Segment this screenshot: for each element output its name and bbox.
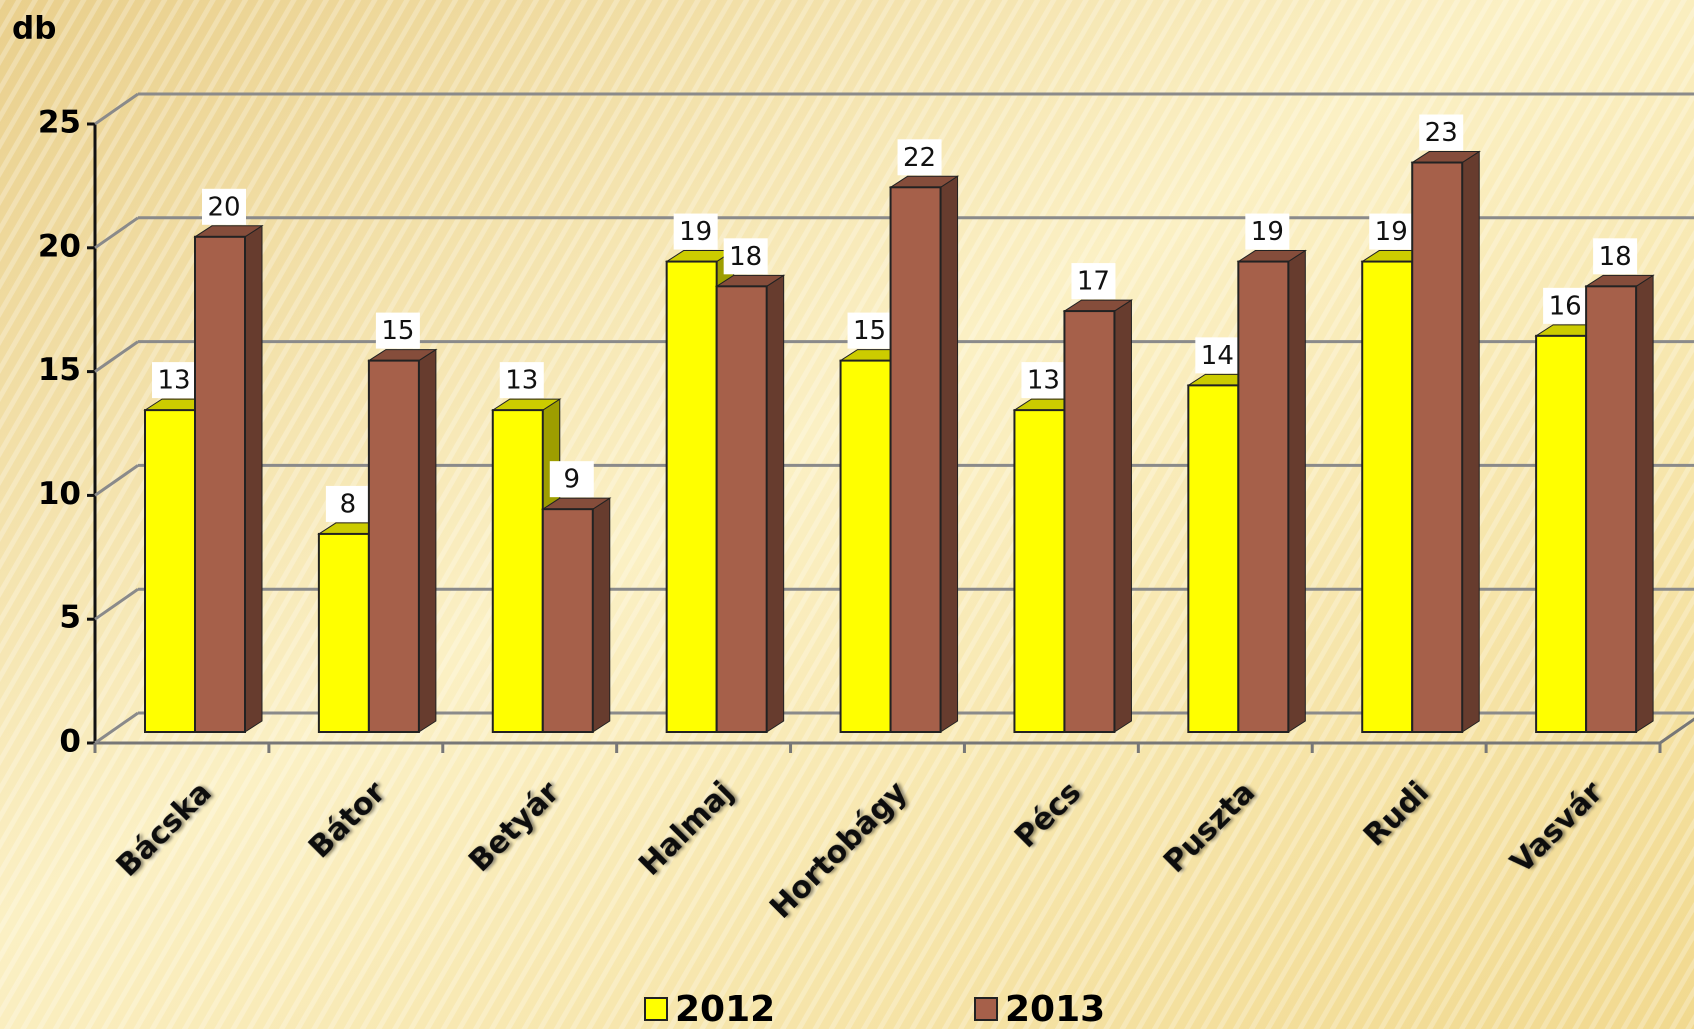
bar: [665, 260, 718, 733]
bar-side: [418, 348, 437, 733]
value-label-box: [325, 485, 370, 522]
grid-line-side: [94, 587, 139, 621]
bar: [491, 409, 544, 733]
legend-label: 2012: [675, 989, 775, 1029]
value-label: 18: [1599, 242, 1632, 272]
bar: [1361, 260, 1414, 733]
value-label-box: [673, 213, 718, 250]
bar-side: [1287, 249, 1306, 733]
bar-side: [244, 224, 263, 733]
value-label: 14: [1201, 341, 1234, 371]
value-label: 16: [1549, 291, 1582, 321]
value-label-box: [1021, 362, 1066, 399]
value-label: 18: [729, 242, 762, 272]
bar-side: [766, 274, 785, 733]
legend-swatch: [644, 997, 668, 1021]
value-label-box: [1543, 287, 1588, 324]
value-label: 9: [564, 465, 581, 495]
value-label-box: [1369, 213, 1414, 250]
bar: [889, 186, 942, 733]
y-tick-label: 15: [38, 352, 81, 388]
grid-line-side: [94, 92, 139, 126]
bar: [1411, 161, 1464, 733]
value-label: 23: [1425, 118, 1458, 148]
value-label-box: [1071, 263, 1116, 300]
bar: [1237, 260, 1290, 733]
value-label: 19: [1375, 217, 1408, 247]
y-tick-label: 0: [59, 724, 81, 760]
bar: [1013, 409, 1066, 733]
value-label: 15: [853, 316, 886, 346]
bar-side: [592, 497, 611, 733]
grid-line-side: [94, 340, 139, 373]
grid-line-side: [94, 216, 139, 250]
y-tick-label: 25: [38, 105, 81, 141]
y-tick-label: 20: [38, 228, 81, 264]
value-label-box: [723, 238, 768, 275]
value-label: 15: [381, 316, 414, 346]
value-label: 17: [1077, 267, 1110, 297]
y-axis-label: db: [12, 11, 56, 47]
bar: [1187, 384, 1240, 733]
bar: [1063, 310, 1116, 733]
y-tick-label: 5: [59, 600, 81, 636]
value-label: 19: [1251, 217, 1284, 247]
value-label-box: [152, 362, 196, 399]
value-label-box: [1245, 213, 1290, 250]
legend-label: 2013: [1005, 989, 1105, 1029]
bar: [1585, 285, 1638, 733]
bar: [541, 508, 594, 733]
grid-line-side: [94, 464, 139, 497]
bar: [839, 359, 892, 733]
value-label-box: [1195, 337, 1240, 374]
bar: [367, 359, 420, 733]
value-label-box: [897, 139, 942, 176]
value-label: 8: [340, 489, 357, 519]
value-label-box: [202, 188, 246, 225]
bar-side: [1113, 299, 1132, 733]
bar: [144, 409, 196, 733]
bar-side: [940, 175, 959, 733]
bar-side: [1635, 274, 1654, 733]
value-label-box: [375, 312, 420, 349]
value-label: 13: [157, 366, 190, 396]
value-label-box: [1419, 114, 1464, 151]
bar: [317, 532, 370, 733]
bar-side: [1461, 150, 1480, 733]
value-label-box: [549, 461, 594, 498]
value-label-box: [499, 362, 544, 399]
value-label: 13: [505, 366, 538, 396]
x-axis-depth: [1659, 717, 1694, 745]
value-label: 19: [679, 217, 712, 247]
legend-swatch: [974, 997, 998, 1021]
value-label: 22: [903, 143, 936, 173]
bar: [194, 235, 246, 734]
bar: [715, 285, 768, 733]
value-label-box: [1593, 238, 1638, 275]
value-label-box: [847, 312, 892, 349]
value-label: 20: [207, 192, 240, 222]
y-tick-label: 10: [38, 476, 81, 512]
grid-line-side: [94, 711, 139, 745]
bar: [1535, 334, 1588, 733]
value-label: 13: [1027, 366, 1060, 396]
